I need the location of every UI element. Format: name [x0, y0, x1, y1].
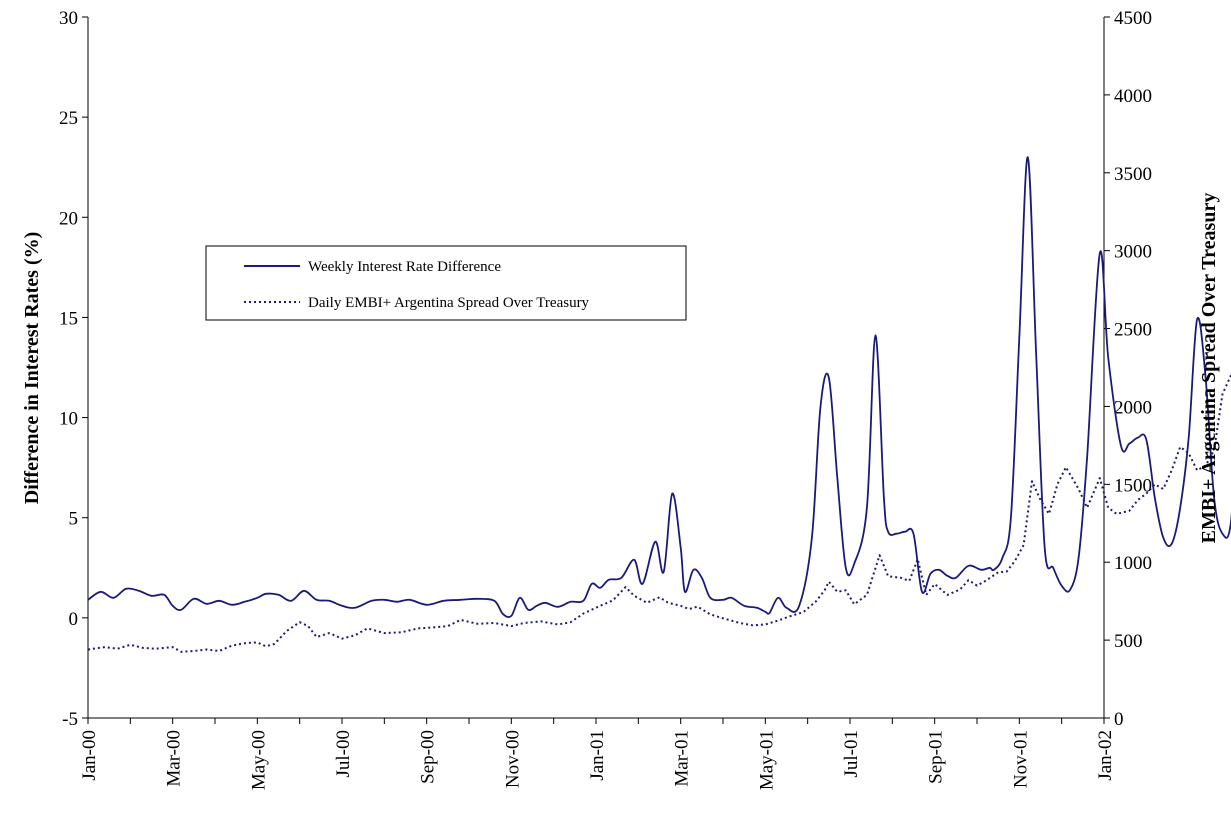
- right-y-tick-label: 1500: [1114, 475, 1152, 496]
- left-axis-title: Difference in Interest Rates (%): [21, 232, 43, 505]
- right-y-tick-label: 500: [1114, 631, 1143, 652]
- x-tick-label: Jan-00: [79, 730, 100, 781]
- x-tick-label: Mar-01: [672, 730, 693, 787]
- left-y-tick-label: 0: [69, 609, 79, 630]
- x-tick-label: Sep-01: [926, 730, 947, 784]
- series-line-weekly-interest-rate-difference: [87, 156, 1231, 618]
- right-y-tick-label: 4500: [1114, 8, 1152, 29]
- legend-box: [205, 245, 687, 321]
- left-y-tick-label: 15: [59, 308, 78, 329]
- right-y-tick-label: 3500: [1114, 164, 1152, 185]
- x-tick-label: Jul-01: [841, 730, 862, 778]
- x-tick-label: Nov-01: [1010, 730, 1031, 788]
- x-tick-label: Jan-01: [587, 730, 608, 781]
- right-axis-title: EMBI+ Argentina Spread Over Treasury: [1198, 193, 1220, 544]
- right-y-tick-label: 0: [1114, 709, 1124, 730]
- series-line-embi-spread: [87, 373, 1231, 653]
- left-y-tick-label: 5: [69, 509, 79, 530]
- right-y-tick-label: 2500: [1114, 320, 1152, 341]
- left-y-tick-label: -5: [62, 709, 78, 730]
- right-y-tick-label: 4000: [1114, 86, 1152, 107]
- x-tick-label: May-01: [756, 730, 777, 790]
- x-tick-label: Jul-00: [333, 730, 354, 778]
- right-y-tick-label: 2000: [1114, 397, 1152, 418]
- left-y-tick-label: 10: [59, 409, 78, 430]
- left-y-tick-label: 25: [59, 108, 78, 129]
- x-tick-label: Nov-00: [502, 730, 523, 788]
- x-tick-label: Mar-00: [164, 730, 185, 787]
- right-y-tick-label: 1000: [1114, 553, 1152, 574]
- legend-label-embi: Daily EMBI+ Argentina Spread Over Treasu…: [308, 295, 590, 311]
- legend: Weekly Interest Rate Difference Daily EM…: [205, 245, 687, 321]
- legend-label-weekly: Weekly Interest Rate Difference: [308, 259, 501, 275]
- series-layer: [87, 156, 1231, 653]
- right-y-tick-label: 3000: [1114, 242, 1152, 263]
- x-tick-label: Jan-02: [1095, 730, 1116, 781]
- left-y-tick-label: 20: [59, 208, 78, 229]
- axes: -5 0 5 10 15 20 25 30 0 500 1000 1500 2000 2500 3000 35…: [59, 8, 1152, 790]
- x-tick-label: May-00: [248, 730, 269, 790]
- left-y-tick-label: 30: [59, 8, 78, 29]
- x-tick-label: Sep-00: [418, 730, 439, 784]
